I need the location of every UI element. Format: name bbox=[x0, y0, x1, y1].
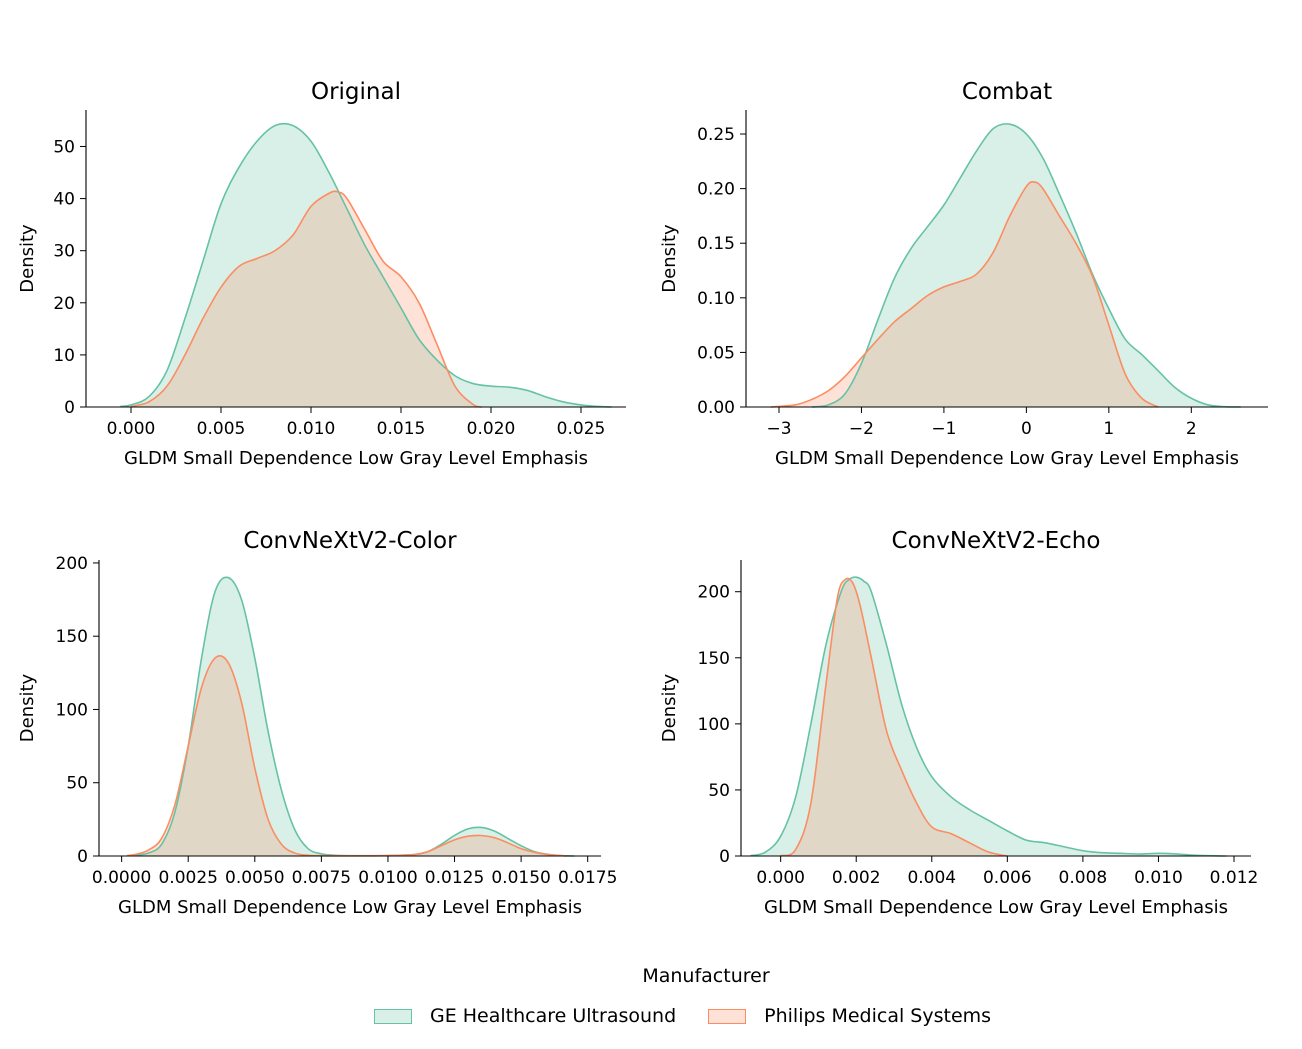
y-tick-label: 0.20 bbox=[697, 180, 735, 200]
x-tick-label: −1 bbox=[931, 419, 956, 439]
y-tick-label: 200 bbox=[698, 583, 730, 603]
legend-label-ge: GE Healthcare Ultrasound bbox=[430, 1005, 677, 1027]
subplot-title: Combat bbox=[962, 79, 1052, 105]
x-tick-label: 0.0125 bbox=[425, 868, 484, 888]
y-tick-label: 150 bbox=[698, 649, 730, 669]
area-philips bbox=[780, 578, 1008, 856]
x-tick-label: 0.0025 bbox=[158, 868, 217, 888]
legend-label-philips: Philips Medical Systems bbox=[764, 1005, 992, 1027]
y-tick-label: 0.25 bbox=[697, 125, 735, 145]
x-axis-label: GLDM Small Dependence Low Gray Level Emp… bbox=[124, 448, 588, 469]
area-philips bbox=[131, 191, 482, 407]
x-tick-label: 0.008 bbox=[1059, 868, 1108, 888]
y-tick-label: 20 bbox=[53, 294, 75, 314]
x-axis-label: GLDM Small Dependence Low Gray Level Emp… bbox=[764, 897, 1228, 918]
legend-item-philips: Philips Medical Systems bbox=[708, 1005, 991, 1027]
x-tick-label: 0.0100 bbox=[358, 868, 417, 888]
y-tick-label: 0 bbox=[64, 398, 75, 418]
y-tick-label: 10 bbox=[53, 346, 75, 366]
x-tick-label: 0.006 bbox=[983, 868, 1032, 888]
x-axis-label: GLDM Small Dependence Low Gray Level Emp… bbox=[118, 897, 582, 918]
x-tick-label: 0.0000 bbox=[92, 868, 151, 888]
x-tick-label: 0.015 bbox=[377, 419, 426, 439]
line-philips bbox=[780, 577, 1008, 857]
subplot-title: Original bbox=[311, 79, 401, 105]
area-ge bbox=[811, 123, 1241, 407]
y-tick-label: 150 bbox=[56, 627, 88, 647]
x-tick-label: 0 bbox=[1021, 419, 1032, 439]
line-philips bbox=[130, 190, 483, 408]
subplot-combat: −3 −2 −1 0 1 2 0.00 0.05 0.10 0.15 0.20 0.25 Combat G… bbox=[659, 79, 1268, 469]
x-tick-label: 0.0150 bbox=[491, 868, 550, 888]
y-tick-label: 0.10 bbox=[697, 289, 735, 309]
x-tick-label: 2 bbox=[1186, 419, 1197, 439]
subplot-title: ConvNeXtV2-Color bbox=[243, 528, 457, 554]
y-tick-label: 0.05 bbox=[697, 343, 735, 363]
legend-item-ge: GE Healthcare Ultrasound bbox=[374, 1005, 676, 1027]
x-tick-label: 0.020 bbox=[467, 419, 516, 439]
subplot-title: ConvNeXtV2-Echo bbox=[892, 528, 1101, 554]
y-tick-label: 0 bbox=[719, 847, 730, 867]
x-axis-label: GLDM Small Dependence Low Gray Level Emp… bbox=[775, 448, 1239, 469]
y-tick-label: 0.00 bbox=[697, 398, 735, 418]
line-ge bbox=[120, 122, 612, 408]
y-axis-label: Density bbox=[17, 673, 38, 742]
line-ge bbox=[811, 123, 1241, 408]
legend-title: Manufacturer bbox=[642, 965, 770, 987]
x-tick-label: −2 bbox=[849, 419, 874, 439]
area-philips bbox=[770, 181, 1159, 407]
y-tick-label: 50 bbox=[708, 781, 730, 801]
x-tick-label: 0.005 bbox=[197, 419, 246, 439]
x-tick-label: 0.0075 bbox=[292, 868, 351, 888]
y-tick-label: 100 bbox=[698, 715, 730, 735]
y-tick-label: 0.15 bbox=[697, 234, 735, 254]
subplot-convnextv2-echo: 0.000 0.002 0.004 0.006 0.008 0.010 0.012 0 50 10… bbox=[659, 528, 1258, 918]
x-tick-label: 0.000 bbox=[107, 419, 156, 439]
y-axis-label: Density bbox=[659, 224, 680, 293]
x-tick-label: 0.012 bbox=[1210, 868, 1259, 888]
x-tick-label: 1 bbox=[1103, 419, 1114, 439]
area-ge bbox=[134, 577, 575, 856]
subplot-convnextv2-color: 0.0000 0.0025 0.0050 0.0075 0.0100 0.0125 0.01… bbox=[17, 528, 617, 918]
line-ge bbox=[750, 576, 1227, 857]
x-tick-label: −3 bbox=[766, 419, 791, 439]
legend: Manufacturer GE Healthcare Ultrasound Ph… bbox=[0, 965, 1302, 1027]
area-philips bbox=[126, 655, 567, 856]
x-tick-label: 0.0050 bbox=[225, 868, 284, 888]
subplot-original: 0.000 0.005 0.010 0.015 0.020 0.025 0 10 20 30 40 5… bbox=[17, 79, 626, 469]
legend-swatch-ge bbox=[374, 1008, 412, 1024]
area-ge bbox=[120, 123, 612, 408]
x-tick-label: 0.002 bbox=[832, 868, 881, 888]
x-tick-label: 0.004 bbox=[907, 868, 956, 888]
legend-items: GE Healthcare Ultrasound Philips Medical… bbox=[374, 1005, 1023, 1027]
y-tick-label: 200 bbox=[56, 554, 88, 574]
y-tick-label: 50 bbox=[53, 137, 75, 157]
y-axis-label: Density bbox=[17, 224, 38, 293]
y-tick-label: 50 bbox=[66, 774, 88, 794]
y-tick-label: 100 bbox=[56, 700, 88, 720]
x-tick-label: 0.010 bbox=[1134, 868, 1183, 888]
legend-swatch-philips bbox=[708, 1008, 747, 1024]
x-tick-label: 0.025 bbox=[557, 419, 606, 439]
line-philips bbox=[770, 180, 1159, 408]
y-tick-label: 30 bbox=[53, 242, 75, 262]
y-axis-label: Density bbox=[659, 673, 680, 742]
y-tick-label: 40 bbox=[53, 190, 75, 210]
x-tick-label: 0.000 bbox=[756, 868, 805, 888]
x-tick-label: 0.0175 bbox=[558, 868, 617, 888]
x-tick-label: 0.010 bbox=[287, 419, 336, 439]
y-tick-label: 0 bbox=[77, 847, 88, 867]
